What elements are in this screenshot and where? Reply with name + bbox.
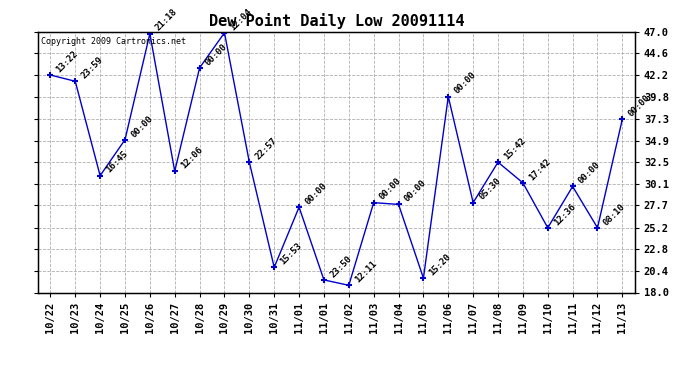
Text: Copyright 2009 Cartronics.net: Copyright 2009 Cartronics.net xyxy=(41,37,186,46)
Text: 00:00: 00:00 xyxy=(577,160,602,186)
Text: 05:30: 05:30 xyxy=(477,177,503,202)
Text: 12:04: 12:04 xyxy=(228,7,254,32)
Text: 22:57: 22:57 xyxy=(253,136,279,161)
Text: 00:00: 00:00 xyxy=(453,70,477,96)
Text: 15:42: 15:42 xyxy=(502,136,528,161)
Text: 21:18: 21:18 xyxy=(154,8,179,33)
Text: 13:22: 13:22 xyxy=(55,49,80,74)
Text: 12:06: 12:06 xyxy=(179,145,204,170)
Text: 00:00: 00:00 xyxy=(303,181,328,206)
Text: 00:00: 00:00 xyxy=(129,114,155,139)
Text: 15:20: 15:20 xyxy=(428,252,453,278)
Text: 23:59: 23:59 xyxy=(79,55,105,81)
Text: 00:00: 00:00 xyxy=(627,93,652,118)
Text: 16:45: 16:45 xyxy=(104,150,130,175)
Text: 15:53: 15:53 xyxy=(278,241,304,267)
Text: 00:00: 00:00 xyxy=(378,177,403,202)
Text: 00:00: 00:00 xyxy=(403,178,428,204)
Title: Dew Point Daily Low 20091114: Dew Point Daily Low 20091114 xyxy=(208,13,464,29)
Text: 08:10: 08:10 xyxy=(602,202,627,227)
Text: 12:36: 12:36 xyxy=(552,202,578,227)
Text: 23:50: 23:50 xyxy=(328,254,353,279)
Text: 12:11: 12:11 xyxy=(353,259,378,285)
Text: 17:42: 17:42 xyxy=(527,157,553,182)
Text: 00:00: 00:00 xyxy=(204,42,229,67)
